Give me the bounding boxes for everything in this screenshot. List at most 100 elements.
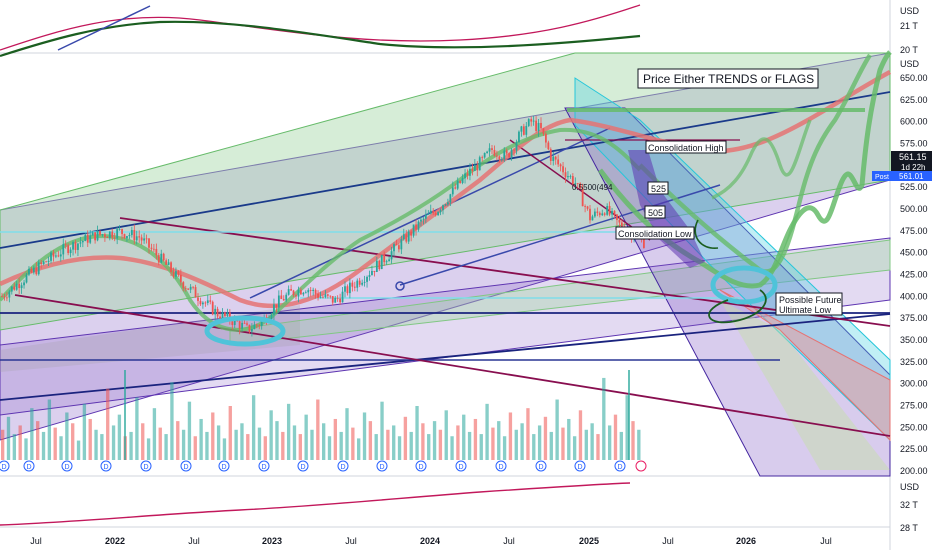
candle-body [547, 142, 550, 150]
level-505-annotation[interactable]: 505 [644, 205, 666, 219]
candle-body [167, 262, 170, 265]
price-tick-label: 275.00 [900, 401, 928, 411]
dividend-marker[interactable]: D [574, 460, 586, 472]
dividend-marker[interactable]: D [337, 460, 349, 472]
dividend-marker-circle [61, 460, 73, 472]
volume-bar [485, 403, 489, 460]
last-price-value: 561.15 [899, 152, 927, 162]
candle-body [253, 324, 256, 330]
future-low-annotation[interactable]: Possible Future Ultimate Low [775, 292, 843, 316]
dividend-marker[interactable]: D [180, 460, 192, 472]
candle-body [317, 293, 319, 298]
candle-body [496, 155, 498, 157]
candle-body [380, 254, 383, 270]
candle-body [37, 262, 40, 275]
dividend-marker[interactable]: D [614, 460, 626, 472]
candle-body [3, 296, 6, 298]
dividend-marker[interactable]: D [297, 460, 309, 472]
volume-bar [6, 416, 11, 460]
candle-body [500, 158, 503, 160]
candle-body [133, 230, 136, 241]
consolidation-high-text: Consolidation High [648, 143, 724, 153]
volume-bar [578, 410, 583, 460]
dividend-marker[interactable]: D [61, 460, 73, 472]
candle-body [356, 280, 359, 288]
candle-body [324, 294, 327, 298]
volume-bar [444, 410, 448, 460]
candle-body [518, 131, 520, 143]
volume-bar [141, 423, 145, 460]
marker-circle [395, 281, 405, 291]
candle-body [300, 289, 302, 295]
level-525-annotation[interactable]: 525 [647, 181, 669, 195]
purple-channel-lower [0, 237, 891, 416]
earnings-flash-icon[interactable] [635, 460, 647, 472]
candle-body [214, 308, 217, 315]
price-scale[interactable]: USD 21 T 20 T USD 650.00 625.00 600.00 575.… [872, 6, 932, 533]
volume-bar [94, 429, 98, 460]
candle-body [520, 126, 523, 132]
volume-bar [269, 410, 273, 460]
main-panel-currency: USD [900, 59, 920, 69]
volume-series [1, 370, 641, 460]
dividend-marker[interactable]: D [100, 460, 112, 472]
volume-bar [497, 421, 501, 460]
candle-body [91, 232, 94, 236]
dividend-marker[interactable]: D [23, 460, 35, 472]
candle-body [94, 232, 96, 241]
candle-body [290, 289, 292, 291]
dividend-marker[interactable]: D [495, 460, 507, 472]
candle-body [307, 290, 310, 293]
consolidation-low-text: Consolidation Low [618, 229, 692, 239]
candle-body [486, 151, 488, 154]
dividend-marker[interactable]: D [0, 460, 10, 472]
dividend-marker[interactable]: D [415, 460, 427, 472]
candle-body [339, 298, 341, 303]
consolidation-low-annotation[interactable]: Consolidation Low [615, 226, 695, 240]
candle-body [148, 238, 150, 248]
time-axis-label: Jul [188, 536, 200, 546]
candle-body [248, 324, 251, 332]
dividend-marker[interactable]: D [140, 460, 152, 472]
dividend-marker[interactable]: D [455, 460, 467, 472]
consolidation-high-annotation[interactable]: Consolidation High [645, 140, 727, 154]
candle-body [515, 142, 518, 151]
candle-body [334, 297, 337, 303]
price-tick-label: 450.00 [900, 248, 928, 258]
candle-body [179, 274, 182, 283]
candle-body [542, 128, 545, 134]
dividend-marker-circle [495, 460, 507, 472]
dividend-marker[interactable]: D [218, 460, 230, 472]
candle-body [540, 122, 542, 129]
candle-body [363, 281, 366, 283]
candle-body [353, 286, 356, 288]
candle-body [326, 294, 329, 296]
dividend-marker[interactable]: D [258, 460, 270, 472]
dividend-marker-letter: D [26, 464, 31, 471]
candle-body [618, 219, 621, 223]
candle-body [219, 316, 221, 320]
candle-body [557, 159, 560, 165]
volume-bar [479, 434, 483, 460]
candle-body [420, 219, 422, 222]
dividend-marker-letter: D [103, 464, 108, 471]
dividend-marker[interactable]: D [535, 460, 547, 472]
candle-body [55, 255, 57, 257]
dividend-marker-letter: D [418, 464, 423, 471]
candle-body [579, 183, 582, 189]
candle-body [591, 216, 594, 221]
candlestick-series [1, 115, 645, 337]
volume-bar [222, 438, 227, 460]
candle-body [50, 252, 52, 261]
dividend-marker[interactable]: D [376, 460, 388, 472]
price-tick-label: 350.00 [900, 335, 928, 345]
volume-bar [88, 418, 92, 460]
candle-body [493, 149, 496, 156]
candle-body [476, 165, 479, 171]
volume-bar [543, 416, 548, 460]
time-axis[interactable]: Jul 2022 Jul 2023 Jul 2024 Jul 2025 Jul 2026 Jul [30, 536, 832, 546]
title-annotation[interactable]: Price Either TRENDS or FLAGS [637, 68, 819, 89]
candle-body [69, 249, 72, 254]
